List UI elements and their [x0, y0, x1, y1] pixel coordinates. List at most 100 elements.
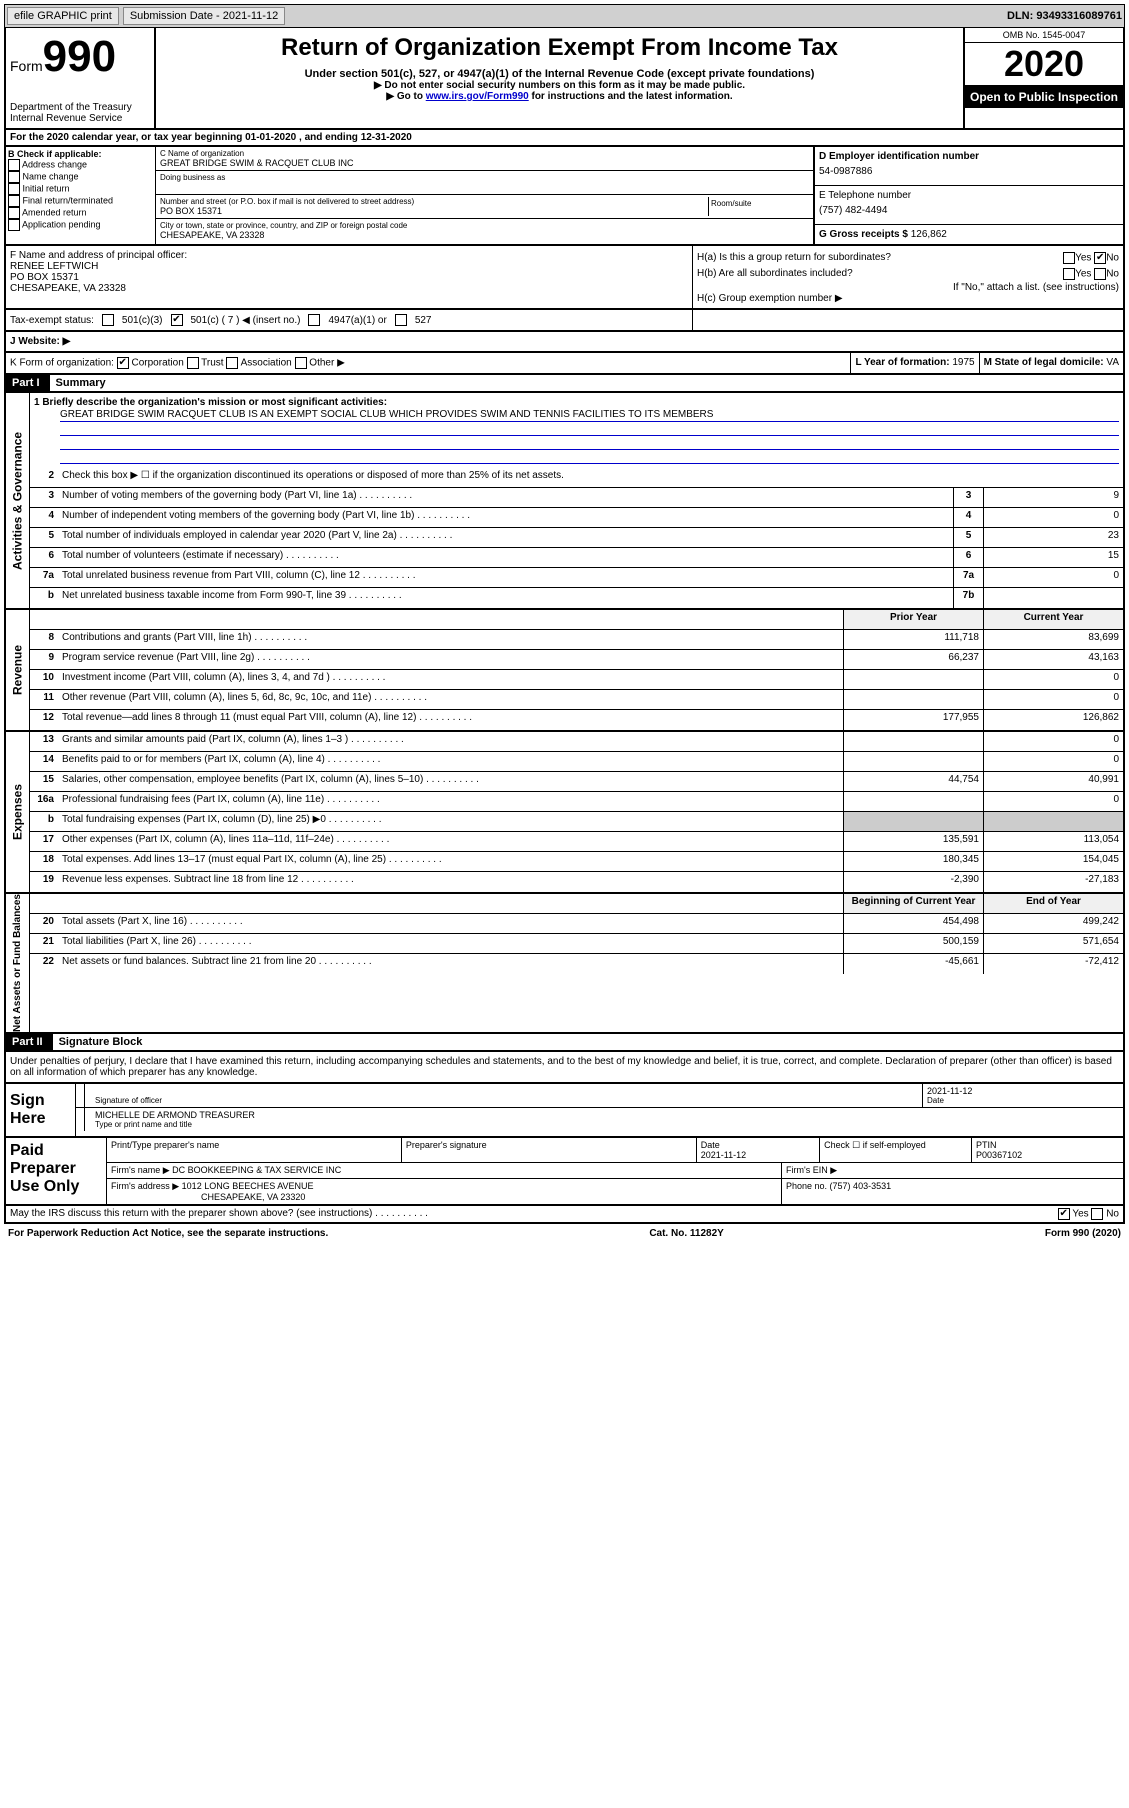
b-option[interactable]: Initial return	[8, 183, 153, 195]
firm-name-label: Firm's name ▶	[111, 1165, 170, 1175]
summary-rev: Revenue Prior YearCurrent Year 8Contribu…	[4, 610, 1125, 732]
vtab-net: Net Assets or Fund Balances	[6, 894, 30, 1032]
summary-row: 14Benefits paid to or for members (Part …	[30, 752, 1123, 772]
dba-label: Doing business as	[160, 173, 809, 182]
footer-left: For Paperwork Reduction Act Notice, see …	[8, 1228, 328, 1239]
trust-checkbox[interactable]	[187, 357, 199, 369]
corp-checkbox[interactable]: ✔	[117, 357, 129, 369]
summary-exp: Expenses 13Grants and similar amounts pa…	[4, 732, 1125, 894]
firm-ein-label: Firm's EIN ▶	[782, 1163, 1123, 1178]
b-option[interactable]: Amended return	[8, 207, 153, 219]
prep-date: 2021-11-12	[701, 1150, 746, 1160]
527-checkbox[interactable]	[395, 314, 407, 326]
prior-year-hdr: Prior Year	[843, 610, 983, 629]
b-option[interactable]: Address change	[8, 159, 153, 171]
section-f: F Name and address of principal officer:…	[6, 246, 693, 308]
tax-web-block: Tax-exempt status: 501(c)(3) ✔501(c) ( 7…	[4, 310, 1125, 332]
gross-value: 126,862	[911, 229, 947, 240]
subdate-value: 2021-11-12	[223, 10, 278, 22]
ha-yes-checkbox[interactable]	[1063, 252, 1075, 264]
sig-name: MICHELLE DE ARMOND TREASURER	[95, 1110, 1119, 1120]
phone-label: E Telephone number	[819, 190, 1119, 201]
irs-link[interactable]: www.irs.gov/Form990	[426, 91, 529, 102]
summary-row: 19Revenue less expenses. Subtract line 1…	[30, 872, 1123, 892]
4947-checkbox[interactable]	[308, 314, 320, 326]
briefly-block: 1 Briefly describe the organization's mi…	[30, 393, 1123, 468]
prep-sig-hdr: Preparer's signature	[402, 1138, 697, 1162]
summary-row: 21Total liabilities (Part X, line 26)500…	[30, 934, 1123, 954]
ha-no-checkbox[interactable]: ✔	[1094, 252, 1106, 264]
b-option[interactable]: Name change	[8, 171, 153, 183]
top-bar: efile GRAPHIC print Submission Date - 20…	[4, 4, 1125, 28]
gross-label: G Gross receipts $	[819, 229, 911, 240]
hc-label: H(c) Group exemption number ▶	[697, 293, 1119, 304]
briefly-label: 1 Briefly describe the organization's mi…	[34, 397, 1119, 408]
city-label: City or town, state or province, country…	[160, 221, 809, 230]
instr-1: ▶ Do not enter social security numbers o…	[156, 80, 963, 91]
b-label: B Check if applicable:	[8, 149, 153, 159]
fhj-block: F Name and address of principal officer:…	[4, 246, 1125, 310]
officer-name: RENEE LEFTWICH	[10, 261, 688, 272]
hb-no-checkbox[interactable]	[1094, 268, 1106, 280]
form-header: Form990 Department of the Treasury Inter…	[4, 28, 1125, 130]
perjury-text: Under penalties of perjury, I declare th…	[4, 1052, 1125, 1084]
discuss-no-checkbox[interactable]	[1091, 1208, 1103, 1220]
summary-row: 8Contributions and grants (Part VIII, li…	[30, 630, 1123, 650]
submission-date: Submission Date - 2021-11-12	[123, 7, 285, 25]
summary-net: Net Assets or Fund Balances Beginning of…	[4, 894, 1125, 1034]
firm-name: DC BOOKKEEPING & TAX SERVICE INC	[172, 1165, 341, 1175]
tax-year: 2020	[965, 43, 1123, 86]
summary-row: bTotal fundraising expenses (Part IX, co…	[30, 812, 1123, 832]
dept-label: Department of the Treasury Internal Reve…	[10, 102, 150, 124]
vtab-gov: Activities & Governance	[6, 393, 30, 608]
summary-row: 11Other revenue (Part VIII, column (A), …	[30, 690, 1123, 710]
section-c: C Name of organizationGREAT BRIDGE SWIM …	[156, 147, 813, 244]
section-m: M State of legal domicile: VA	[980, 353, 1123, 373]
footer-cat: Cat. No. 11282Y	[649, 1228, 723, 1239]
summary-row: bNet unrelated business taxable income f…	[30, 588, 1123, 608]
org-name: GREAT BRIDGE SWIM & RACQUET CLUB INC	[160, 158, 809, 168]
ha-label: H(a) Is this a group return for subordin…	[697, 252, 891, 264]
summary-row: 3Number of voting members of the governi…	[30, 488, 1123, 508]
section-b: B Check if applicable: Address change Na…	[6, 147, 156, 244]
summary-row: 12Total revenue—add lines 8 through 11 (…	[30, 710, 1123, 730]
officer-addr1: PO BOX 15371	[10, 272, 688, 283]
klm-row: K Form of organization: ✔ Corporation Tr…	[4, 353, 1125, 375]
form-title: Return of Organization Exempt From Incom…	[156, 28, 963, 68]
part1-header: Part I Summary	[4, 375, 1125, 393]
subdate-label: Submission Date -	[130, 10, 223, 22]
current-year-hdr: Current Year	[983, 610, 1123, 629]
state-domicile: VA	[1106, 357, 1119, 368]
assoc-checkbox[interactable]	[226, 357, 238, 369]
begin-year-hdr: Beginning of Current Year	[843, 894, 983, 913]
summary-row: 7aTotal unrelated business revenue from …	[30, 568, 1123, 588]
hb-yes-checkbox[interactable]	[1063, 268, 1075, 280]
hb-note: If "No," attach a list. (see instruction…	[697, 282, 1119, 293]
summary-row: 13Grants and similar amounts paid (Part …	[30, 732, 1123, 752]
discuss-yes-checkbox[interactable]: ✔	[1058, 1208, 1070, 1220]
org-city: CHESAPEAKE, VA 23328	[160, 230, 809, 240]
website-row: J Website: ▶	[4, 332, 1125, 353]
b-option[interactable]: Final return/terminated	[8, 195, 153, 207]
phone-value: (757) 482-4494	[819, 201, 1119, 220]
info-block: B Check if applicable: Address change Na…	[4, 147, 1125, 246]
efile-button[interactable]: efile GRAPHIC print	[7, 7, 119, 25]
501c3-checkbox[interactable]	[102, 314, 114, 326]
page-footer: For Paperwork Reduction Act Notice, see …	[4, 1224, 1125, 1243]
501c-checkbox[interactable]: ✔	[171, 314, 183, 326]
sig-date: 2021-11-12	[927, 1086, 1119, 1096]
ein-label: D Employer identification number	[819, 151, 1119, 162]
mission-text: GREAT BRIDGE SWIM RACQUET CLUB IS AN EXE…	[60, 408, 1119, 422]
ein-value: 54-0987886	[819, 162, 1119, 181]
other-checkbox[interactable]	[295, 357, 307, 369]
footer-form: Form 990 (2020)	[1045, 1228, 1121, 1239]
summary-row: 4Number of independent voting members of…	[30, 508, 1123, 528]
sign-here-block: Sign Here Signature of officer2021-11-12…	[4, 1084, 1125, 1138]
sig-officer-label: Signature of officer	[95, 1096, 918, 1105]
b-option[interactable]: Application pending	[8, 219, 153, 231]
summary-row: 6Total number of volunteers (estimate if…	[30, 548, 1123, 568]
summary-row: 10Investment income (Part VIII, column (…	[30, 670, 1123, 690]
self-emp-hdr: Check ☐ if self-employed	[820, 1138, 972, 1162]
section-k: K Form of organization: ✔ Corporation Tr…	[6, 353, 851, 373]
summary-row: 16aProfessional fundraising fees (Part I…	[30, 792, 1123, 812]
